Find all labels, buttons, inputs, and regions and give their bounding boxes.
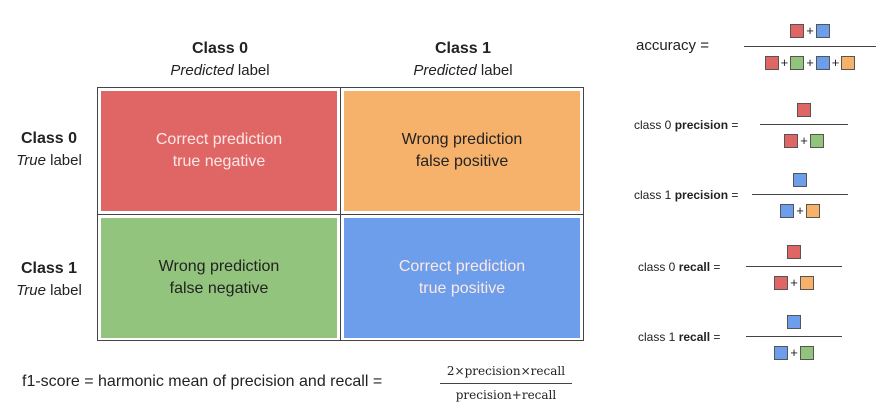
accuracy-formula: accuracy = + + + + bbox=[636, 20, 876, 80]
f1-fraction-line bbox=[440, 383, 572, 384]
cell-line-2: false negative bbox=[169, 280, 269, 297]
row-header-class-0: Class 0 True label bbox=[4, 128, 94, 172]
class-0-precision-formula: class 0 precision = + bbox=[634, 98, 854, 154]
class-1-precision-formula: class 1 precision = + bbox=[634, 168, 854, 224]
cell-line-1: Correct prediction bbox=[155, 131, 283, 148]
row-header-sub: True label bbox=[16, 152, 82, 169]
tp-square-icon bbox=[815, 23, 830, 38]
f1-numerator: 2×precision×recall bbox=[446, 364, 566, 378]
f1-denominator: precision+recall bbox=[455, 388, 557, 402]
formula-fraction-line bbox=[760, 124, 848, 125]
formula-denominator: + bbox=[760, 132, 848, 150]
tp-square-icon bbox=[793, 172, 807, 187]
tn-square-icon bbox=[790, 23, 805, 38]
accuracy-label: accuracy = bbox=[636, 37, 709, 54]
formula-numerator bbox=[746, 243, 842, 261]
f1-score-label: f1-score = harmonic mean of precision an… bbox=[22, 373, 383, 390]
cell-line-2: false positive bbox=[415, 153, 509, 170]
row-header-title: Class 0 bbox=[20, 130, 78, 147]
cell-false-negative: Wrong prediction false negative bbox=[101, 218, 337, 338]
tn-square-icon bbox=[787, 244, 801, 259]
col-header-sub: Predicted label bbox=[170, 62, 270, 79]
tn-square-icon bbox=[764, 55, 779, 70]
cell-true-positive: Correct prediction true positive bbox=[344, 218, 580, 338]
class-0-recall-formula: class 0 recall = + bbox=[638, 240, 848, 296]
cell-line-2: true positive bbox=[418, 280, 506, 297]
formula-numerator bbox=[760, 101, 848, 119]
fn-square-icon bbox=[799, 345, 814, 360]
cell-line-1: Correct prediction bbox=[398, 258, 526, 275]
cell-line-1: Wrong prediction bbox=[158, 258, 280, 275]
class-1-recall-formula: class 1 recall = + bbox=[638, 310, 848, 366]
formula-denominator: + bbox=[746, 274, 842, 292]
formula-denominator: + bbox=[752, 202, 848, 220]
accuracy-denominator: + + + bbox=[744, 54, 876, 72]
col-header-title: Class 1 bbox=[434, 40, 492, 57]
tp-square-icon bbox=[787, 314, 801, 329]
cell-line-2: true negative bbox=[172, 153, 266, 170]
row-header-class-1: Class 1 True label bbox=[4, 258, 94, 302]
fp-square-icon bbox=[841, 55, 856, 70]
formula-label: class 1 precision = bbox=[634, 188, 739, 202]
formula-fraction-line bbox=[746, 336, 842, 337]
formula-numerator bbox=[752, 171, 848, 189]
col-header-class-0: Class 0 Predicted label bbox=[100, 38, 340, 82]
tp-square-icon bbox=[815, 55, 830, 70]
formula-label: class 0 precision = bbox=[634, 118, 739, 132]
matrix-divider-horizontal bbox=[97, 214, 584, 215]
accuracy-numerator: + bbox=[744, 22, 876, 40]
cell-line-1: Wrong prediction bbox=[401, 131, 523, 148]
formula-fraction-line bbox=[752, 194, 848, 195]
cell-true-negative: Correct prediction true negative bbox=[101, 91, 337, 211]
formula-denominator: + bbox=[746, 344, 842, 362]
col-header-sub: Predicted label bbox=[413, 62, 513, 79]
col-header-class-1: Class 1 Predicted label bbox=[343, 38, 583, 82]
tn-square-icon bbox=[774, 275, 789, 290]
formula-label: class 1 recall = bbox=[638, 330, 721, 344]
tp-square-icon bbox=[774, 345, 789, 360]
formula-label: class 0 recall = bbox=[638, 260, 721, 274]
tp-square-icon bbox=[780, 203, 795, 218]
fn-square-icon bbox=[809, 133, 824, 148]
fn-square-icon bbox=[790, 55, 805, 70]
cell-false-positive: Wrong prediction false positive bbox=[344, 91, 580, 211]
row-header-sub: True label bbox=[16, 282, 82, 299]
col-header-title: Class 0 bbox=[191, 40, 249, 57]
row-header-title: Class 1 bbox=[20, 260, 78, 277]
fp-square-icon bbox=[805, 203, 820, 218]
tn-square-icon bbox=[797, 102, 811, 117]
tn-square-icon bbox=[784, 133, 799, 148]
accuracy-fraction-line bbox=[744, 46, 876, 47]
formula-fraction-line bbox=[746, 266, 842, 267]
formula-numerator bbox=[746, 313, 842, 331]
fp-square-icon bbox=[799, 275, 814, 290]
